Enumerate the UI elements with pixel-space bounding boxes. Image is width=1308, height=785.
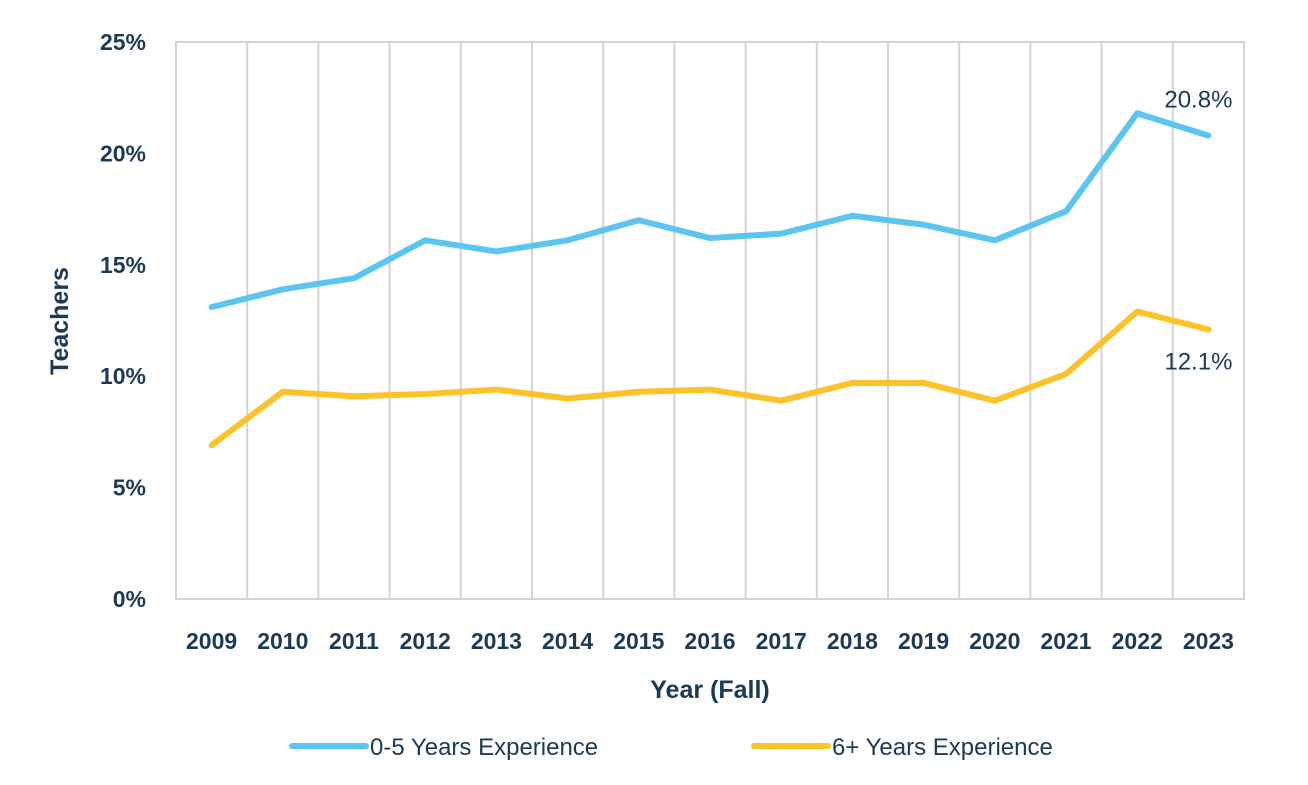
legend: 0-5 Years Experience 6+ Years Experience bbox=[289, 734, 1053, 761]
x-tick-label: 2016 bbox=[684, 628, 735, 654]
x-axis-ticks: 2009 2010 2011 2012 2013 2014 2015 2016 2017 2018… bbox=[186, 628, 1234, 654]
x-tick-label: 2009 bbox=[186, 628, 237, 654]
x-tick-label: 2013 bbox=[471, 628, 522, 654]
x-tick-label: 2014 bbox=[542, 628, 593, 654]
y-tick-label: 10% bbox=[100, 363, 146, 389]
x-tick-label: 2010 bbox=[257, 628, 308, 654]
y-tick-label: 5% bbox=[113, 475, 146, 501]
x-tick-label: 2021 bbox=[1040, 628, 1091, 654]
grid-lines bbox=[246, 42, 1174, 599]
y-tick-label: 25% bbox=[100, 29, 146, 55]
y-axis-title: Teachers bbox=[46, 267, 74, 375]
series-line-2 bbox=[208, 308, 1212, 449]
x-axis-title: Year (Fall) bbox=[650, 676, 770, 704]
data-label-2: 12.1% bbox=[1164, 348, 1232, 375]
x-tick-label: 2017 bbox=[756, 628, 807, 654]
x-tick-label: 2015 bbox=[613, 628, 664, 654]
x-tick-label: 2020 bbox=[969, 628, 1020, 654]
x-tick-label: 2022 bbox=[1112, 628, 1163, 654]
data-labels: 20.8% 12.1% bbox=[1164, 87, 1232, 376]
data-label-1: 20.8% bbox=[1164, 87, 1232, 114]
x-tick-label: 2018 bbox=[827, 628, 878, 654]
x-tick-label: 2011 bbox=[329, 628, 379, 654]
series-lines bbox=[208, 110, 1212, 449]
y-tick-label: 20% bbox=[100, 140, 146, 166]
y-axis-ticks: 0% 5% 10% 15% 20% 25% bbox=[100, 29, 146, 612]
legend-label-1: 0-5 Years Experience bbox=[370, 734, 598, 761]
y-tick-label: 15% bbox=[100, 252, 146, 278]
x-tick-label: 2023 bbox=[1183, 628, 1234, 654]
series-line-1 bbox=[208, 110, 1212, 311]
x-tick-label: 2019 bbox=[898, 628, 949, 654]
y-tick-label: 0% bbox=[113, 586, 146, 612]
legend-label-2: 6+ Years Experience bbox=[832, 734, 1053, 761]
x-tick-label: 2012 bbox=[400, 628, 451, 654]
plot-area-border bbox=[175, 41, 1245, 600]
